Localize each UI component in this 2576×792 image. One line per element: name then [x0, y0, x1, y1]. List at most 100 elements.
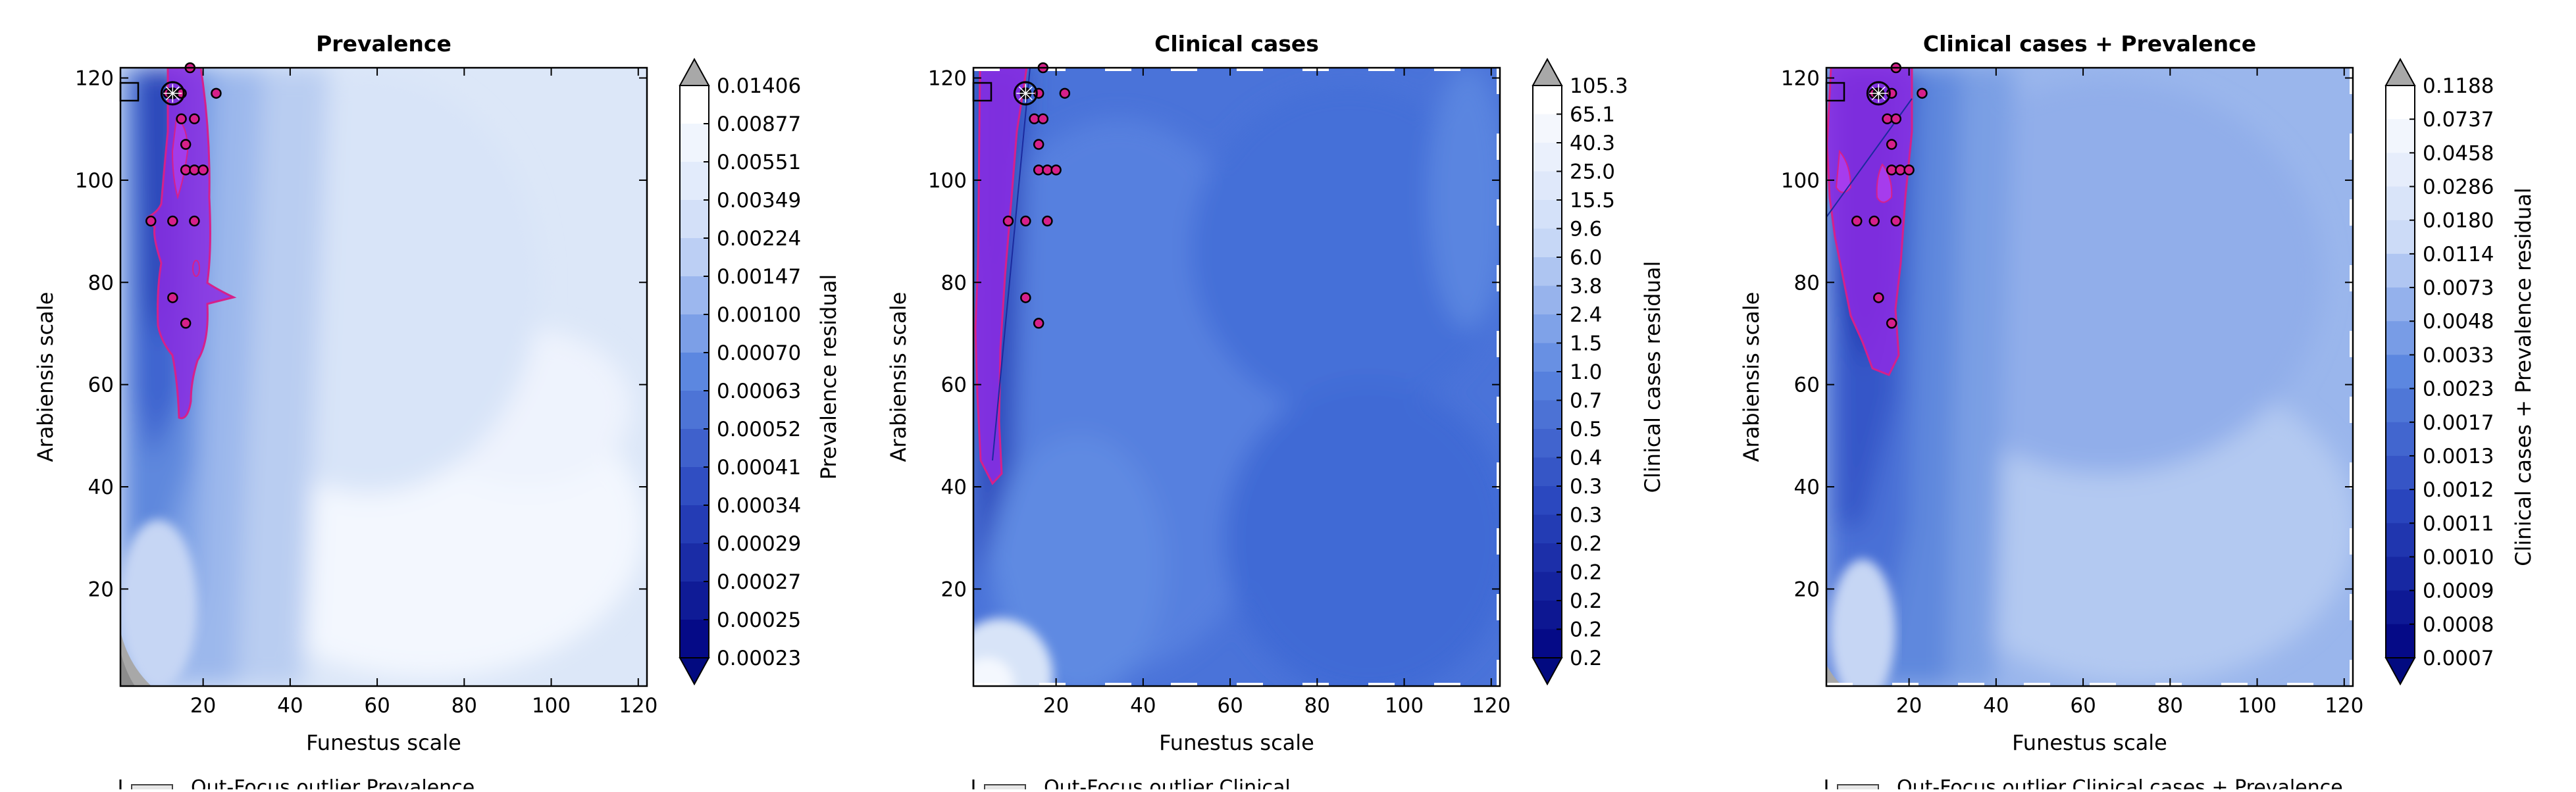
x-tick-label: 60 [2070, 694, 2096, 718]
y-tick-label: 60 [88, 374, 114, 397]
colorbar-segment [1533, 200, 1562, 229]
colorbar-segment [1533, 343, 1562, 372]
colorbar-segment [680, 467, 709, 506]
colorbar-tick-label: 105.3 [1570, 74, 1628, 98]
colorbar-tick-label: 0.00100 [717, 303, 801, 327]
legend-text: Out-Focus outlier Clinical cases + Preva… [1897, 776, 2343, 789]
colorbar-tick-label: 0.0737 [2423, 108, 2494, 132]
colorbar-segment [2386, 590, 2415, 625]
colorbar-segment [2386, 624, 2415, 658]
contour-field [973, 68, 1500, 686]
colorbar-tick-label: 0.2 [1570, 589, 1602, 613]
data-point [1890, 215, 1902, 227]
contour-field [120, 68, 647, 686]
y-tick-label: 20 [88, 578, 114, 601]
data-point [1917, 87, 1928, 99]
colorbar-tick-label: 0.00877 [717, 112, 801, 136]
x-tick-label: 40 [1983, 694, 2009, 718]
colorbar-tick-label: 0.0011 [2423, 512, 2494, 535]
panel-clinical-plus-prevalence: 20 40 60 80 100 120 20 40 60 80 100 120 Clinical ca… [1739, 31, 2536, 792]
colorbar-segment [2386, 287, 2415, 322]
colorbar-segment [2386, 489, 2415, 524]
colorbar-segment [1533, 486, 1562, 515]
y-tick-label: 60 [1794, 374, 1820, 397]
data-point [1886, 139, 1897, 150]
colorbar-segment [1533, 314, 1562, 343]
y-tick-label: 120 [928, 67, 967, 91]
y-tick-label: 100 [928, 169, 967, 193]
colorbar-tick-label: 0.00023 [717, 647, 801, 670]
legend-text: Out-Focus outlier Prevalence [191, 776, 475, 789]
colorbar-tick-label: 0.0012 [2423, 478, 2494, 502]
y-axis-label: Arabiensis scale [1739, 292, 1764, 462]
colorbar-tick-label: 0.7 [1570, 389, 1602, 413]
colorbar-tick-label: 0.2 [1570, 532, 1602, 556]
colorbar-tick-label: 0.0048 [2423, 310, 2494, 334]
colorbar-tick-label: 9.6 [1570, 218, 1602, 241]
data-point [167, 215, 178, 227]
colorbar-segment [1533, 143, 1562, 172]
colorbar-segment [1533, 86, 1562, 114]
colorbar-tick-label: 0.0286 [2423, 176, 2494, 199]
colorbar-tick-label: 0.00027 [717, 570, 801, 594]
colorbar-segment [1533, 514, 1562, 544]
plot-frame [119, 66, 648, 687]
colorbar-segment [2386, 455, 2415, 490]
colorbar-tick-label: 2.4 [1570, 303, 1602, 327]
x-tick-label: 120 [619, 694, 657, 718]
colorbar-label: Prevalence residual [816, 274, 841, 480]
colorbar-tick-label: 0.0010 [2423, 545, 2494, 569]
colorbar-segment [680, 238, 709, 277]
best-fit-marker [1013, 81, 1038, 106]
colorbar-tick-label: 0.00063 [717, 380, 801, 403]
colorbar-segment [1533, 114, 1562, 143]
colorbar-label: Clinical cases + Prevalence residual [2511, 187, 2536, 566]
colorbar-tick-label: 0.0023 [2423, 378, 2494, 401]
data-point [1042, 215, 1053, 227]
colorbar-segment [680, 582, 709, 620]
panel-prevalence: 20 40 60 80 100 120 20 40 60 80 100 120 Prevalence … [33, 31, 841, 792]
x-tick-label: 20 [1896, 694, 1922, 718]
data-point [145, 215, 157, 227]
colorbar-extend-top [1532, 57, 1563, 86]
colorbar-tick-label: 65.1 [1570, 103, 1615, 127]
colorbar-segment [680, 620, 709, 658]
y-tick-label: 40 [88, 476, 114, 499]
data-point [180, 318, 192, 329]
y-axis-label: Arabiensis scale [33, 292, 58, 462]
colorbar-tick-label: 0.00349 [717, 189, 801, 212]
colorbar-tick-label: 0.01406 [717, 74, 801, 98]
data-point [180, 139, 192, 150]
colorbar-segment [1533, 572, 1562, 601]
data-point [1873, 292, 1884, 303]
colorbar-tick-label: 0.00041 [717, 456, 801, 480]
colorbar-segment [2386, 253, 2415, 288]
x-tick-label: 80 [2157, 694, 2183, 718]
colorbar-tick-label: 0.4 [1570, 447, 1602, 470]
data-point [1033, 164, 1044, 176]
colorbar-segment [680, 543, 709, 582]
colorbar-segment [2386, 321, 2415, 355]
colorbar-segment [2386, 220, 2415, 255]
y-axis-label: Arabiensis scale [886, 292, 911, 462]
corner-marker [119, 82, 140, 102]
y-tick-label: 40 [1794, 476, 1820, 499]
data-point [1890, 113, 1902, 124]
data-point [167, 292, 178, 303]
x-tick-label: 40 [1130, 694, 1156, 718]
chart-title: Clinical cases [1154, 31, 1319, 57]
colorbar-tick-label: 0.0007 [2423, 647, 2494, 670]
colorbar-tick-label: 6.0 [1570, 246, 1602, 270]
plot-frame [972, 66, 1501, 687]
colorbar-segment [1533, 285, 1562, 315]
corner-marker [1825, 82, 1845, 102]
colorbar-tick-label: 0.3 [1570, 475, 1602, 499]
colorbar-segment [1533, 171, 1562, 201]
data-point [1042, 164, 1053, 176]
x-tick-label: 100 [1385, 694, 1424, 718]
colorbar-frame [2385, 85, 2415, 658]
y-tick-label: 80 [941, 271, 967, 295]
legend-text: Out-Focus outlier Clinical [1044, 776, 1291, 789]
